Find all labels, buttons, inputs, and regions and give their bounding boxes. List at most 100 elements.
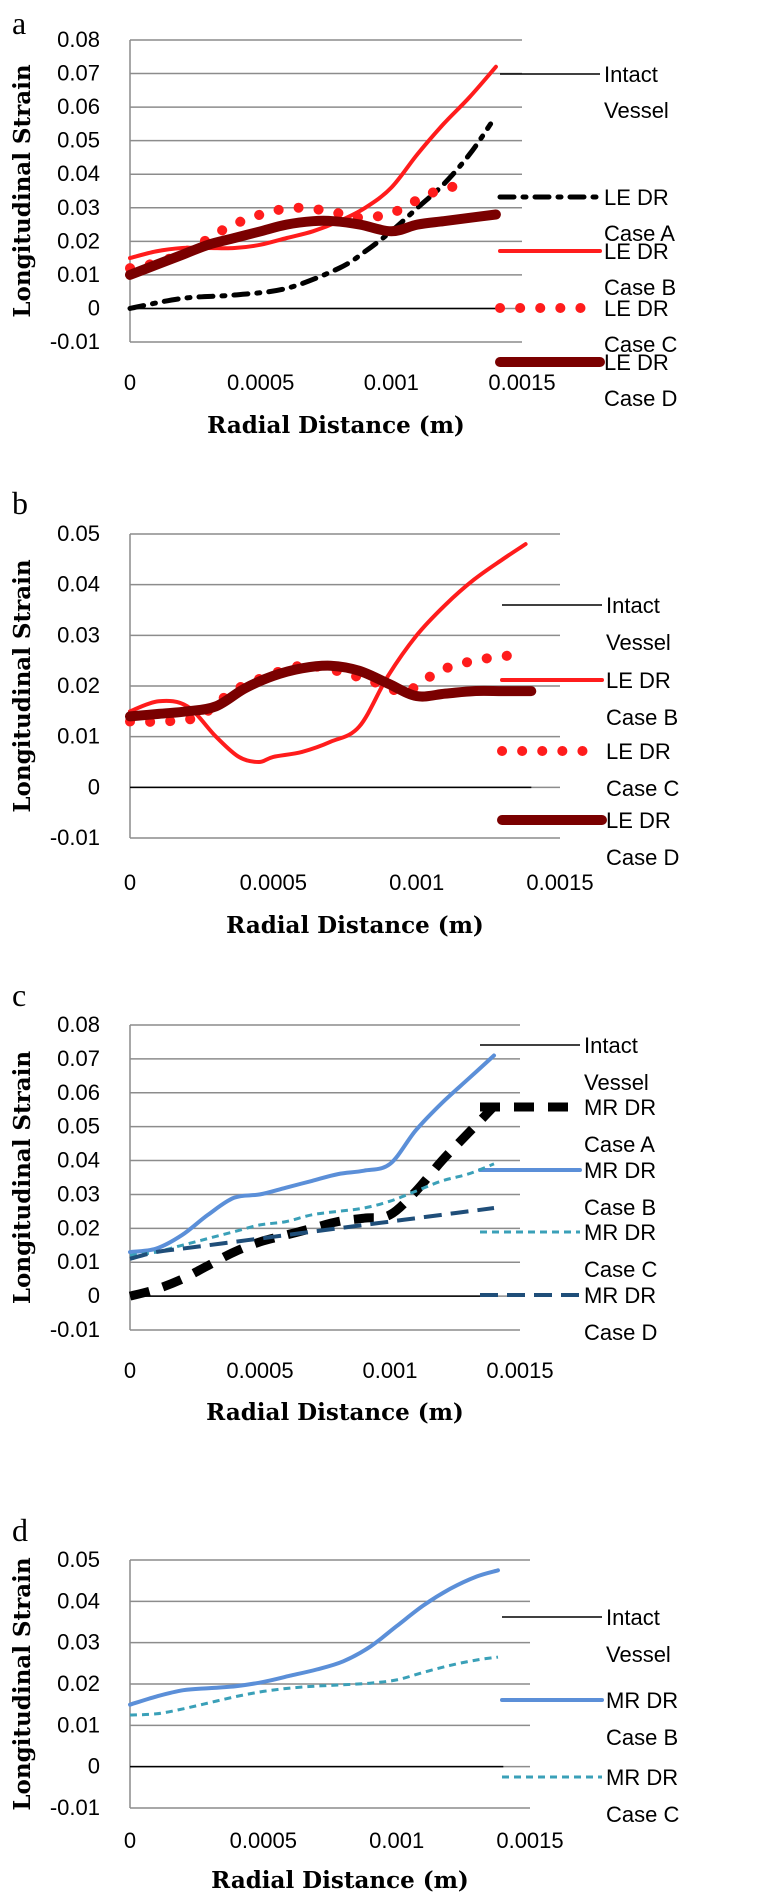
series-line-le-dr-case-b — [128, 64, 498, 261]
legend-label: Intact — [606, 593, 660, 618]
x-tick-label: 0.0005 — [240, 870, 307, 895]
x-axis-title: Radial Distance (m) — [211, 1867, 469, 1894]
y-tick-label: 0.05 — [57, 1547, 100, 1572]
y-tick-label: 0.02 — [57, 228, 100, 253]
y-tick-label: 0.05 — [57, 521, 100, 546]
legend-label: Case B — [584, 1195, 656, 1220]
y-tick-label: 0 — [88, 1754, 100, 1779]
x-tick-label: 0.001 — [362, 1358, 417, 1383]
series-line-mr-dr-case-c — [129, 1655, 499, 1717]
y-tick-label: 0.03 — [57, 195, 100, 220]
series-line-mr-dr-case-c — [129, 1162, 495, 1257]
legend-label: Case C — [584, 1257, 657, 1282]
x-tick-label: 0 — [124, 1828, 136, 1853]
legend-label: Case A — [584, 1132, 655, 1157]
x-tick-label: 0.0015 — [496, 1828, 563, 1853]
legend-label: MR DR — [584, 1158, 656, 1183]
y-tick-label: 0.04 — [57, 572, 100, 597]
legend-label: LE DR — [606, 668, 671, 693]
y-axis-title: Longitudinal Strain — [9, 559, 36, 813]
panel-label: d — [12, 1512, 28, 1548]
series-line-mr-dr-case-d — [129, 1206, 495, 1261]
y-axis-title: Longitudinal Strain — [9, 64, 36, 318]
x-tick-label: 0.0005 — [227, 370, 294, 395]
y-tick-label: 0.02 — [57, 1671, 100, 1696]
y-tick-label: 0.01 — [57, 1249, 100, 1274]
legend-label: Case D — [584, 1320, 657, 1345]
legend-label: MR DR — [584, 1220, 656, 1245]
chart-panel-c: c 0.08 0.07 0.06 0.05 0.04 0.03 0.02 0.01 0 -0.01 0… — [9, 977, 657, 1426]
x-tick-label: 0.001 — [369, 1828, 424, 1853]
y-tick-label: -0.01 — [50, 1317, 100, 1342]
y-tick-label: 0 — [88, 1283, 100, 1308]
legend-label: Vessel — [606, 1642, 671, 1667]
legend-label: Intact — [606, 1605, 660, 1630]
legend-label: Intact — [584, 1033, 638, 1058]
y-tick-label: 0.02 — [57, 1215, 100, 1240]
y-tick-label: -0.01 — [50, 329, 100, 354]
x-tick-label: 0.0015 — [526, 870, 593, 895]
legend-label: Vessel — [584, 1070, 649, 1095]
legend-label: LE DR — [606, 739, 671, 764]
panel-label: b — [12, 485, 28, 521]
legend-label: Case C — [606, 1802, 679, 1827]
legend-label: Case C — [604, 332, 677, 357]
series-line-mr-dr-case-b — [128, 1053, 496, 1255]
legend-label: Case C — [606, 776, 679, 801]
legend-label: LE DR — [604, 350, 669, 375]
y-tick-label: 0.06 — [57, 1080, 100, 1105]
x-tick-label: 0.0005 — [230, 1828, 297, 1853]
x-tick-label: 0.0015 — [486, 1358, 553, 1383]
x-axis-title: Radial Distance (m) — [206, 1399, 464, 1426]
y-tick-label: 0.05 — [57, 1114, 100, 1139]
series-line-mr-dr-case-b — [128, 1568, 500, 1707]
y-tick-label: 0.08 — [57, 27, 100, 52]
x-axis-title: Radial Distance (m) — [226, 912, 484, 939]
series-line-le-dr-case-d — [125, 209, 501, 280]
y-tick-label: 0.01 — [57, 262, 100, 287]
legend-label: LE DR — [604, 185, 669, 210]
y-tick-label: 0 — [88, 295, 100, 320]
y-axis-title: Longitudinal Strain — [9, 1557, 36, 1811]
x-tick-label: 0.001 — [389, 870, 444, 895]
y-tick-label: 0.04 — [57, 1588, 100, 1613]
x-tick-label: 0.0015 — [488, 370, 555, 395]
y-tick-label: 0.08 — [57, 1012, 100, 1037]
x-tick-label: 0.0005 — [226, 1358, 293, 1383]
legend-label: Intact — [604, 62, 658, 87]
y-tick-label: -0.01 — [50, 825, 100, 850]
chart-panel-a: a 0.08 0.07 0.06 0.05 0.04 0.03 0.02 0.01 0 -0.01 0… — [9, 5, 677, 439]
y-tick-label: 0.04 — [57, 161, 100, 186]
legend-label: MR DR — [584, 1283, 656, 1308]
legend-label: MR DR — [606, 1688, 678, 1713]
y-tick-label: 0.03 — [57, 622, 100, 647]
y-tick-label: 0.05 — [57, 128, 100, 153]
x-tick-label: 0 — [124, 1358, 136, 1383]
legend-label: Case D — [604, 386, 677, 411]
y-axis-title: Longitudinal Strain — [9, 1051, 36, 1305]
panel-label: a — [12, 5, 26, 41]
series-line-le-dr-case-d — [125, 660, 537, 722]
y-tick-label: 0.06 — [57, 94, 100, 119]
y-tick-label: -0.01 — [50, 1795, 100, 1820]
y-tick-label: 0.07 — [57, 61, 100, 86]
series-line-mr-dr-case-a — [128, 1103, 498, 1301]
y-tick-label: 0 — [88, 774, 100, 799]
y-tick-label: 0.03 — [57, 1181, 100, 1206]
y-tick-label: 0.01 — [57, 724, 100, 749]
panel-label: c — [12, 977, 26, 1013]
legend-label: Vessel — [606, 630, 671, 655]
chart-panel-d: d 0.05 0.04 0.03 0.02 0.01 0 -0.01 0 0.0005 0.001 0… — [9, 1512, 679, 1894]
y-tick-label: 0.02 — [57, 673, 100, 698]
series-line-le-dr-case-b — [128, 542, 528, 764]
legend-label: Case B — [604, 275, 676, 300]
legend-label: MR DR — [606, 1765, 678, 1790]
legend-label: Case B — [606, 1725, 678, 1750]
chart-panel-b: b 0.05 0.04 0.03 0.02 0.01 0 -0.01 0 0.0005 0.001 0… — [9, 485, 679, 939]
legend-label: Case B — [606, 705, 678, 730]
legend-label: Vessel — [604, 98, 669, 123]
legend-label: Case D — [606, 845, 679, 870]
y-tick-label: 0.01 — [57, 1712, 100, 1737]
y-tick-label: 0.03 — [57, 1630, 100, 1655]
legend-label: MR DR — [584, 1095, 656, 1120]
